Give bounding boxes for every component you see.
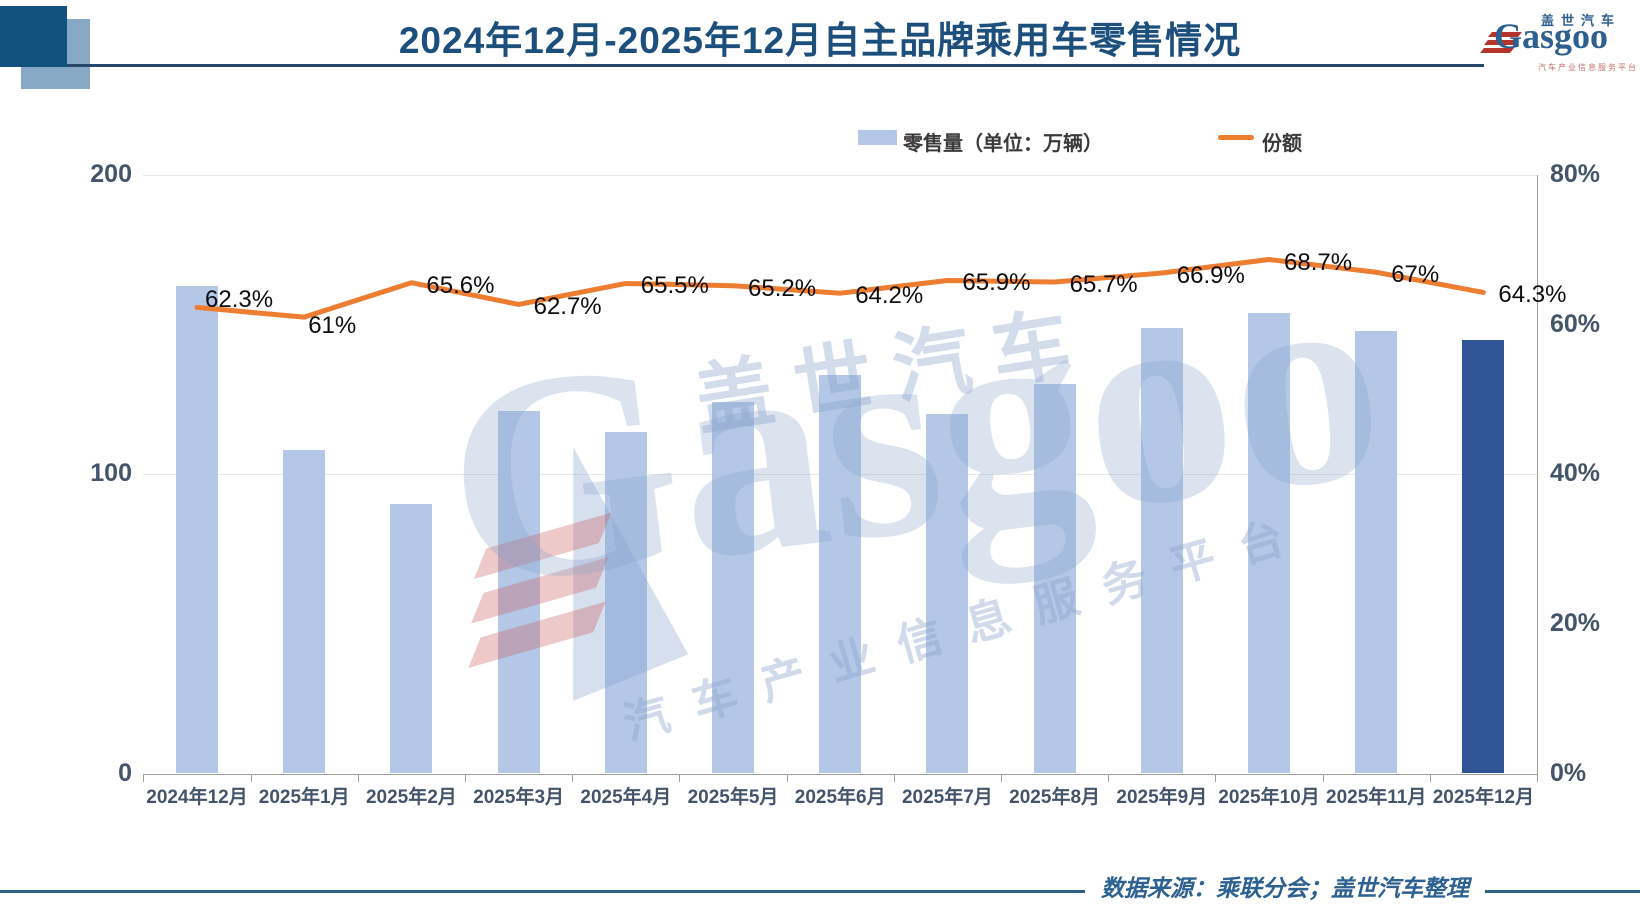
- legend-line-swatch: [1218, 135, 1254, 140]
- bar-2025年3月: [497, 411, 540, 774]
- bar-2025年11月: [1355, 330, 1398, 774]
- page-title: 2024年12月-2025年12月自主品牌乘用车零售情况: [398, 20, 1242, 61]
- x-axis-label: 2025年11月: [1326, 786, 1427, 808]
- bar-2025年1月: [283, 450, 326, 774]
- x-axis-label: 2025年7月: [901, 786, 993, 808]
- x-axis-tick: [1215, 773, 1217, 782]
- x-axis-tick: [143, 773, 145, 782]
- bar-2025年8月: [1033, 384, 1076, 774]
- bar-2025年2月: [390, 504, 433, 774]
- bar-2025年4月: [604, 432, 647, 774]
- x-axis-label: 2025年4月: [580, 786, 672, 808]
- x-axis-label: 2025年6月: [794, 786, 886, 808]
- x-axis-tick: [1322, 773, 1324, 782]
- logo-tagline: 汽车产业信息服务平台: [1538, 63, 1638, 72]
- bar-2025年5月: [712, 402, 754, 774]
- right-axis-tick-label: 20%: [1550, 608, 1601, 637]
- gridline-200: [143, 174, 1537, 176]
- right-axis-line: [1537, 175, 1538, 782]
- x-axis-label: 2025年9月: [1116, 786, 1208, 808]
- bar-2024年12月: [176, 285, 218, 774]
- x-axis-label: 2025年10月: [1218, 786, 1320, 808]
- x-axis-tick: [572, 773, 574, 782]
- bar-2025年6月: [819, 375, 862, 774]
- left-axis-tick-label: 0: [118, 758, 132, 787]
- right-axis-tick-label: 80%: [1550, 160, 1601, 188]
- right-axis-tick-label: 60%: [1550, 309, 1601, 338]
- x-axis-label: 2025年8月: [1009, 786, 1101, 808]
- x-axis-tick: [893, 773, 895, 782]
- bar-2025年12月: [1462, 339, 1505, 774]
- x-axis-label: 2025年5月: [687, 786, 779, 808]
- gasgoo-logo: 盖世汽车 Gasgoo 汽车产业信息服务平台: [1440, 6, 1640, 72]
- x-axis-tick: [250, 773, 252, 782]
- x-axis-tick: [465, 773, 466, 782]
- legend-bar-swatch: [858, 130, 897, 145]
- data-source-note: 数据来源：乘联分会；盖世汽车整理: [1085, 874, 1485, 902]
- x-axis-label: 2025年3月: [473, 786, 565, 808]
- bar-2025年7月: [926, 414, 969, 774]
- x-axis-tick: [1001, 773, 1002, 782]
- legend-bar-label: 零售量（单位：万辆）: [903, 133, 1103, 155]
- title-rule: [57, 64, 1484, 67]
- x-axis-line: [143, 773, 1537, 775]
- x-axis-tick: [679, 773, 681, 782]
- left-axis-tick-label: 200: [90, 160, 132, 188]
- left-axis-tick-label: 100: [90, 459, 132, 488]
- logo-brand-en: Gasgoo: [1494, 16, 1609, 56]
- x-axis-tick: [1108, 773, 1110, 782]
- bar-2025年9月: [1140, 327, 1183, 774]
- x-axis-label: 2025年2月: [365, 786, 457, 808]
- x-axis-label: 2025年12月: [1432, 786, 1535, 808]
- x-axis-label: 2024年12月: [146, 786, 248, 808]
- x-axis-tick: [1429, 773, 1431, 782]
- deco-square-dark: [0, 6, 67, 67]
- x-axis-tick: [357, 773, 359, 782]
- right-axis-tick-label: 40%: [1550, 459, 1601, 488]
- logo-brand-cn: 盖世汽车: [1541, 13, 1622, 28]
- bar-2025年10月: [1248, 312, 1290, 774]
- footer-rule: [0, 890, 1640, 893]
- x-axis-label: 2025年1月: [258, 786, 350, 808]
- right-axis-tick-label: 0%: [1550, 758, 1587, 787]
- x-axis-tick: [786, 773, 788, 782]
- legend-line-label: 份额: [1262, 133, 1302, 155]
